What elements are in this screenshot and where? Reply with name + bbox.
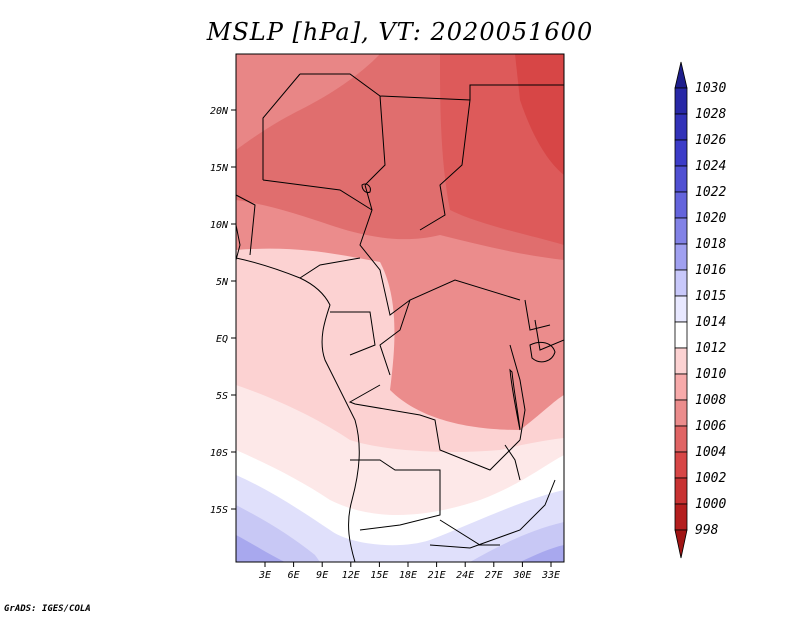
colorbar-swatch xyxy=(674,321,688,349)
lon-tick-label: 33E xyxy=(541,570,560,581)
colorbar-swatch xyxy=(674,269,688,297)
lon-tick-label: 6E xyxy=(288,570,300,581)
colorbar-triangle-bottom xyxy=(674,529,688,559)
field-1016 xyxy=(236,475,564,562)
lon-tick-label: 21E xyxy=(428,570,446,581)
colorbar-swatch xyxy=(674,165,688,193)
lat-tick-label: 20N xyxy=(210,106,229,117)
lat-tick-label: 10S xyxy=(210,448,228,459)
colorbar-label: 1030 xyxy=(695,81,726,96)
colorbar-swatch xyxy=(674,87,688,115)
colorbar-swatch xyxy=(674,217,688,245)
colorbar-label: 1020 xyxy=(695,211,726,226)
colorbar-label: 1000 xyxy=(695,497,726,512)
lat-tick-label: 5N xyxy=(216,277,229,288)
colorbar-label: 1024 xyxy=(695,159,726,174)
colorbar-swatch xyxy=(674,295,688,323)
map-title: MSLP [hPa], VT: 2020051600 xyxy=(206,18,594,46)
colorbar-swatch xyxy=(674,399,688,427)
colorbar-swatch xyxy=(674,347,688,375)
country-borders xyxy=(236,73,564,562)
colorbar-swatch xyxy=(674,373,688,401)
colorbar-label: 1012 xyxy=(695,341,726,356)
colorbar-swatch xyxy=(674,477,688,505)
latitude-axis: 20N 15N 10N 5N EQ 5S 10S 15S xyxy=(210,106,236,516)
colorbar-label: 1008 xyxy=(695,393,726,408)
colorbar-label: 1018 xyxy=(695,237,726,252)
lon-tick-label: 30E xyxy=(512,570,531,581)
field-1002 xyxy=(515,54,564,175)
colorbar-label: 1015 xyxy=(695,289,726,304)
colorbar-label: 1002 xyxy=(695,471,726,486)
field-1008-sahara xyxy=(236,54,380,150)
colorbar-swatch xyxy=(674,503,688,531)
lat-tick-label: 5S xyxy=(216,391,228,402)
lat-tick-label: 10N xyxy=(210,220,229,231)
colorbar-swatch xyxy=(674,113,688,141)
colorbar-label: 1016 xyxy=(695,263,726,278)
lake-victoria xyxy=(529,341,556,363)
colorbar-swatch xyxy=(674,425,688,453)
field-1020 xyxy=(236,535,285,562)
colorbar-swatch xyxy=(674,191,688,219)
lon-tick-label: 15E xyxy=(370,570,388,581)
colorbar-label: 1010 xyxy=(695,367,726,382)
colorbar-label: 998 xyxy=(695,523,719,538)
colorbar-triangle-top xyxy=(674,61,688,89)
lon-tick-label: 27E xyxy=(485,570,503,581)
colorbar-label: 1014 xyxy=(695,315,726,330)
lon-tick-label: 18E xyxy=(399,570,417,581)
colorbar-label: 1022 xyxy=(695,185,726,200)
lon-tick-label: 24E xyxy=(456,570,474,581)
colorbar-swatch xyxy=(674,243,688,271)
colorbar-swatch xyxy=(674,451,688,479)
lon-tick-label: 12E xyxy=(342,570,360,581)
coastline-west xyxy=(236,257,360,562)
colorbar-label: 1004 xyxy=(695,445,726,460)
lat-tick-label: EQ xyxy=(216,334,228,345)
colorbar: 1030 1028 1026 1024 1022 1020 1018 1016 1015 1014… xyxy=(674,61,726,559)
colorbar-label: 1026 xyxy=(695,133,726,148)
longitude-axis: 3E 6E 9E 12E 15E 18E 21E 24E 27E 30E 33E xyxy=(258,562,560,581)
field-1018-east xyxy=(470,522,564,562)
colorbar-label: 1028 xyxy=(695,107,726,122)
grads-credit: GrADS: IGES/COLA xyxy=(4,604,91,614)
map-frame xyxy=(235,53,565,563)
lat-tick-label: 15N xyxy=(210,163,229,174)
field-1020-east xyxy=(520,545,564,562)
colorbar-label: 1006 xyxy=(695,419,726,434)
lon-tick-label: 9E xyxy=(316,570,328,581)
colorbar-swatch xyxy=(674,139,688,167)
lake-tanganyika xyxy=(509,368,521,431)
lake-chad xyxy=(361,183,371,193)
border-lines xyxy=(236,73,564,549)
lat-tick-label: 15S xyxy=(210,505,228,516)
lon-tick-label: 3E xyxy=(258,570,271,581)
